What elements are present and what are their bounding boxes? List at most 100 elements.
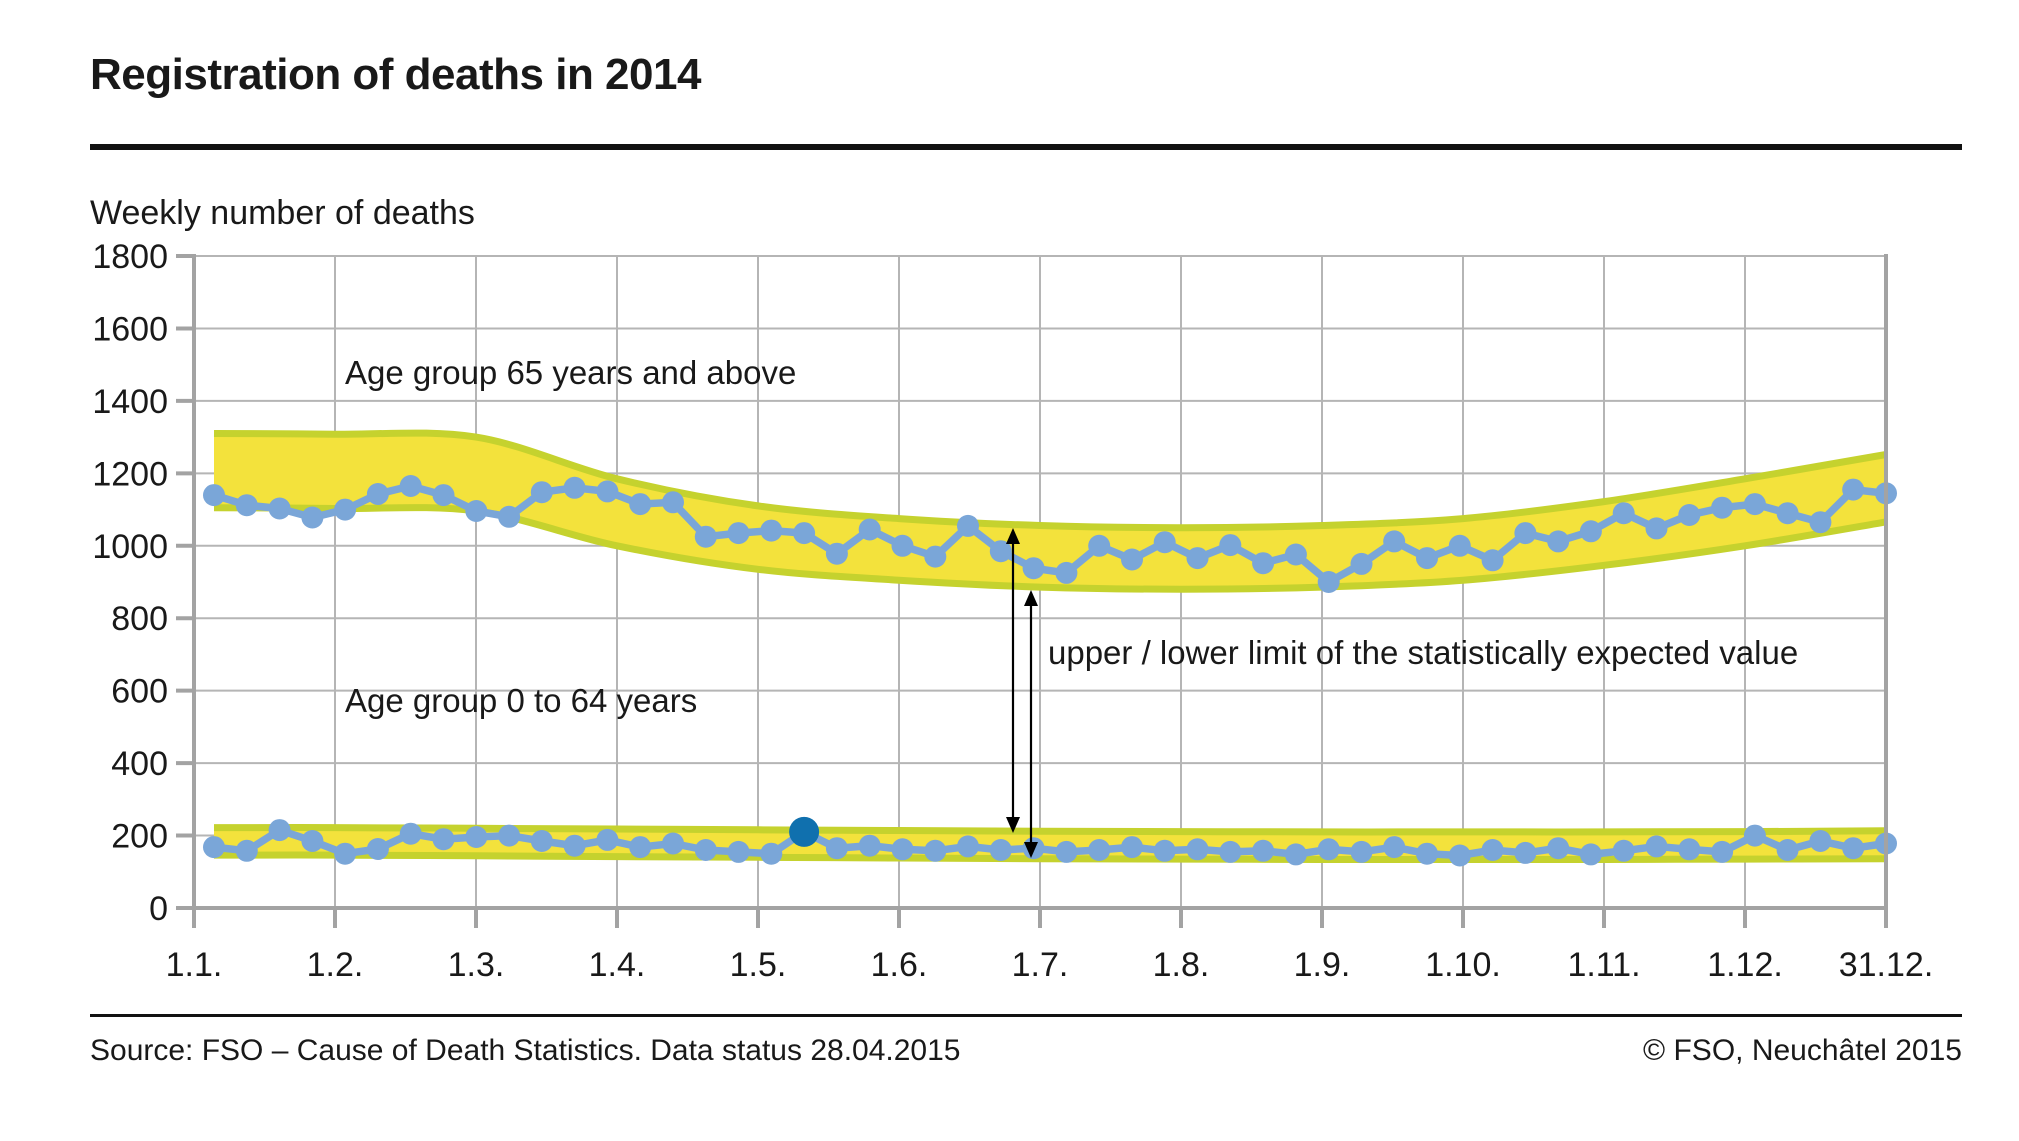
highlight-point — [789, 816, 820, 847]
x-tick-label: 1.12. — [1707, 946, 1783, 984]
series-line — [212, 482, 1887, 587]
y-tick-label: 1000 — [92, 528, 168, 566]
data-point — [1547, 837, 1570, 860]
data-point — [1186, 547, 1209, 570]
series-0-64 — [203, 816, 1897, 867]
data-point — [1284, 543, 1307, 566]
x-tick-label: 1.2. — [307, 946, 364, 984]
data-point — [629, 493, 652, 516]
data-point — [498, 824, 521, 847]
data-point — [727, 840, 750, 863]
data-point — [1448, 534, 1471, 557]
data-point — [498, 505, 521, 528]
y-tick-label: 600 — [111, 673, 168, 711]
data-point — [334, 842, 357, 865]
y-tick-label: 200 — [111, 818, 168, 856]
data-point — [235, 494, 258, 517]
annotations: Age group 65 years and above Age group 0 … — [345, 354, 1798, 719]
data-point — [1645, 517, 1668, 540]
x-tick-label: 1.4. — [589, 946, 646, 984]
data-point — [1350, 840, 1373, 863]
data-point — [1448, 844, 1471, 867]
data-point — [825, 542, 848, 565]
data-point — [1481, 549, 1504, 572]
data-point — [1809, 830, 1832, 852]
data-point — [563, 834, 586, 857]
data-point — [1743, 493, 1766, 516]
y-tick-label: 1400 — [92, 383, 168, 421]
series-65-plus — [203, 475, 1897, 593]
data-point — [301, 506, 324, 529]
y-tick-label: 400 — [111, 745, 168, 783]
x-tick-label: 1.1. — [166, 946, 223, 984]
data-point — [924, 545, 947, 568]
data-point — [1317, 838, 1340, 861]
data-point — [301, 830, 324, 852]
data-point — [334, 498, 357, 521]
band-lower-edge — [213, 851, 1887, 864]
data-point — [1219, 840, 1242, 863]
data-point — [432, 828, 455, 851]
data-point — [235, 839, 258, 862]
y-tick-label: 1200 — [92, 455, 168, 493]
data-point — [1284, 843, 1307, 866]
band-upper-edge — [213, 429, 1887, 532]
data-point — [366, 838, 389, 860]
data-point — [1055, 840, 1078, 863]
x-tick-label: 31.12. — [1839, 946, 1934, 984]
x-tick-label: 1.9. — [1294, 946, 1351, 984]
data-point — [629, 836, 652, 859]
data-point — [694, 839, 717, 861]
data-point — [1612, 502, 1635, 525]
expected-band-65-plus — [213, 429, 1887, 593]
data-point — [1743, 824, 1766, 847]
data-point — [1252, 839, 1275, 862]
y-axis-labels: 0 200 400 600 800 1000 1200 1400 1600 1800 — [92, 238, 168, 928]
data-point — [203, 836, 225, 859]
data-point — [1416, 547, 1438, 570]
data-point — [465, 500, 488, 522]
x-tick-label: 1.6. — [871, 946, 928, 984]
data-point — [1514, 841, 1537, 864]
y-axis-caption: Weekly number of deaths — [90, 194, 475, 232]
data-point — [268, 497, 291, 520]
data-point — [1121, 548, 1143, 571]
y-tick-label: 800 — [111, 600, 168, 638]
data-point — [1350, 552, 1373, 575]
data-point — [1612, 839, 1635, 862]
source-note: Source: FSO – Cause of Death Statistics.… — [90, 1034, 961, 1067]
data-point — [1481, 839, 1504, 861]
data-point — [1809, 511, 1832, 534]
data-point — [891, 534, 914, 557]
footer: Source: FSO – Cause of Death Statistics.… — [90, 1034, 1962, 1068]
data-point — [1252, 552, 1275, 575]
data-point — [465, 826, 488, 848]
x-tick-label: 1.7. — [1012, 946, 1069, 984]
data-point — [399, 475, 422, 497]
data-point — [825, 837, 848, 860]
data-point — [924, 839, 947, 862]
data-point — [399, 822, 422, 845]
data-point — [1153, 531, 1176, 554]
title-divider — [90, 144, 1962, 150]
data-point — [1678, 838, 1701, 861]
data-point — [366, 483, 389, 505]
data-point — [1219, 534, 1242, 557]
data-point — [1711, 496, 1734, 519]
data-point — [957, 514, 979, 537]
data-point — [1317, 571, 1340, 593]
x-tick-label: 1.5. — [730, 946, 787, 984]
data-point — [1088, 839, 1111, 861]
data-point — [989, 540, 1012, 563]
data-point — [1842, 837, 1865, 860]
y-tick-label: 0 — [149, 890, 168, 928]
series-line — [213, 825, 1887, 860]
data-point — [1055, 561, 1078, 584]
x-tick-label: 1.8. — [1153, 946, 1210, 984]
data-point — [1186, 838, 1209, 861]
footer-divider — [90, 1014, 1962, 1017]
data-point — [1088, 534, 1111, 557]
data-point — [760, 519, 783, 542]
data-point — [957, 835, 979, 858]
data-point — [662, 832, 684, 855]
